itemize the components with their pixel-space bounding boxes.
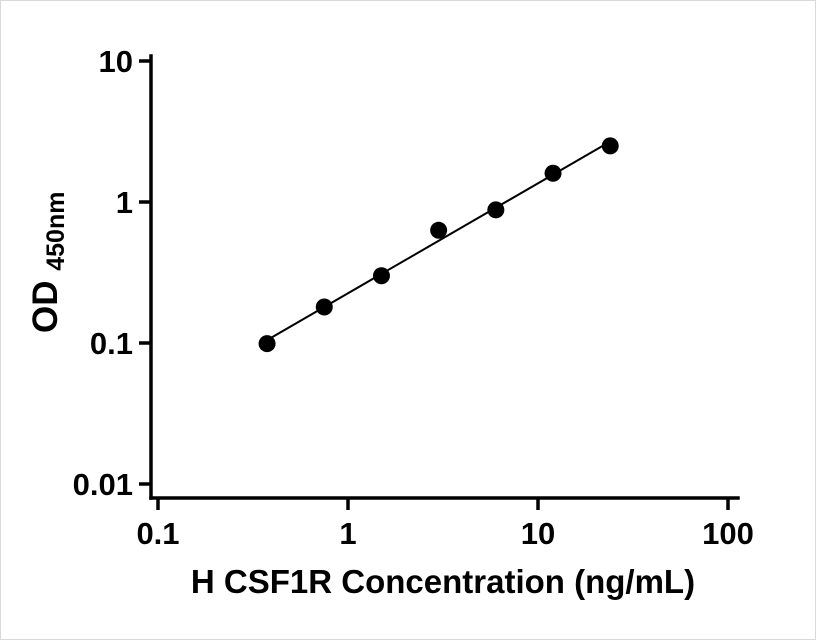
y-axis-title-main: OD [26, 281, 65, 334]
data-point [487, 201, 505, 219]
data-point [372, 267, 390, 285]
y-axis-tick-label: 0.01 [73, 467, 133, 502]
x-axis-title: H CSF1R Concentration (ng/mL) [191, 563, 695, 600]
x-axis-tick-label: 100 [702, 516, 754, 551]
y-axis-title: OD 450nm [26, 192, 70, 333]
data-point [258, 335, 276, 353]
data-point [544, 164, 562, 182]
x-axis-tick-label: 1 [339, 516, 356, 551]
y-axis-tick-label: 10 [99, 44, 133, 79]
data-point [601, 137, 619, 155]
x-axis-tick-label: 10 [521, 516, 555, 551]
y-axis-tick-label: 1 [116, 185, 133, 220]
data-point [430, 221, 448, 239]
y-axis-tick-label: 0.1 [90, 326, 133, 361]
y-axis-title-sub: 450nm [42, 192, 70, 271]
x-axis-tick-label: 0.1 [136, 516, 179, 551]
data-point [315, 298, 333, 316]
